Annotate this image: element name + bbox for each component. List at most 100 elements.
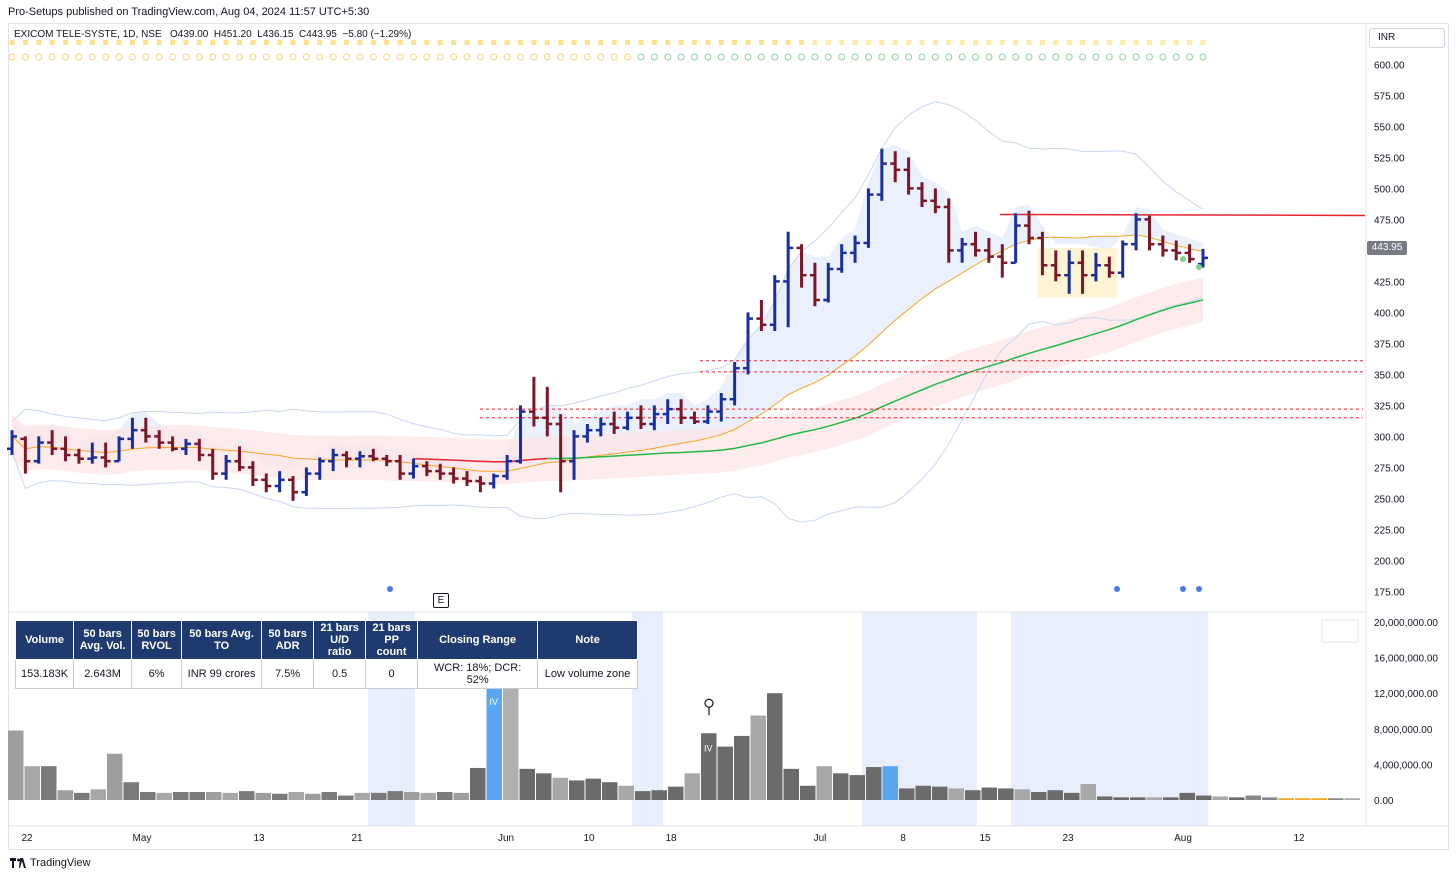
ma50-line-green	[547, 299, 1204, 460]
ohlc-bar	[395, 455, 406, 480]
signal-ring	[1052, 53, 1060, 61]
stats-header-2: 50 bars RVOL	[131, 620, 183, 660]
ohlc-bar	[20, 436, 31, 474]
stats-header-8: Note	[537, 620, 639, 660]
ohlc-bar	[408, 458, 419, 479]
signal-ring	[945, 53, 953, 61]
ohlc-bar	[743, 312, 754, 375]
volume-bar	[998, 788, 1014, 800]
volume-bar	[1311, 798, 1327, 800]
ohlc-bar	[622, 411, 633, 431]
volume-bar	[1295, 798, 1311, 800]
ohlc-bar	[528, 376, 539, 427]
signal-ring	[142, 53, 150, 61]
signal-ring	[209, 53, 217, 61]
low-value: L436.15	[257, 29, 294, 40]
signal-square	[129, 40, 135, 45]
signal-square	[317, 40, 323, 45]
signal-ring	[731, 53, 739, 61]
volume-bar	[1278, 798, 1294, 800]
volume-bar	[899, 788, 915, 800]
ohlc-bar	[60, 436, 71, 462]
signal-square	[745, 40, 751, 45]
tradingview-logo-icon	[10, 858, 26, 868]
volume-bars: IV IV	[8, 611, 1365, 800]
signal-square	[491, 40, 497, 45]
earnings-marker[interactable]: E	[433, 593, 449, 608]
signal-square	[1133, 40, 1139, 45]
last-price-label: 443.95	[1367, 241, 1407, 255]
volume-bar	[107, 753, 123, 800]
volume-bar	[750, 715, 766, 800]
signal-ring	[1119, 53, 1127, 61]
signal-ring	[985, 53, 993, 61]
signal-square	[36, 40, 42, 45]
volume-bar	[833, 773, 849, 800]
price-tick-label: 400.00	[1374, 308, 1405, 319]
signal-ring	[811, 53, 819, 61]
signal-square	[330, 40, 336, 45]
time-tick-label: 13	[253, 833, 265, 844]
volume-bar	[1014, 789, 1030, 800]
signal-ring	[757, 53, 765, 61]
signal-square	[732, 40, 738, 45]
stats-header-3: 50 bars Avg. TO	[181, 620, 263, 660]
ohlc-bar	[809, 262, 820, 307]
ohlc-bar	[702, 405, 713, 424]
volume-bar	[305, 793, 321, 800]
ohlc-bar	[314, 457, 325, 480]
time-tick-label: 18	[665, 833, 677, 844]
signal-square	[879, 40, 885, 45]
signal-ring	[222, 53, 230, 61]
volume-bar	[1229, 797, 1245, 800]
volume-bar	[1097, 796, 1113, 800]
time-tick-label: Jul	[814, 833, 827, 844]
signal-square	[437, 40, 443, 45]
signal-ring	[396, 53, 404, 61]
tradingview-brand[interactable]: TradingView	[10, 857, 91, 869]
volume-axis: 20,000,000.00 16,000,000.00 12,000,000.00 8…	[1321, 618, 1438, 807]
ohlc-bar	[823, 262, 834, 303]
volume-bar	[189, 791, 205, 800]
stats-header-1: 50 bars Avg. Vol.	[73, 620, 133, 660]
signal-square	[196, 40, 202, 45]
volume-bar	[255, 792, 271, 800]
signal-square	[477, 40, 483, 45]
ohlc-bar	[288, 476, 299, 501]
signal-square	[156, 40, 162, 45]
signal-ring	[115, 53, 123, 61]
signal-ring	[798, 53, 806, 61]
signal-square	[1026, 40, 1032, 45]
currency-selector[interactable]: INR	[1369, 28, 1445, 48]
volume-bar	[404, 791, 420, 800]
signal-ring	[169, 53, 177, 61]
signal-ring	[583, 53, 591, 61]
signal-square	[625, 40, 631, 45]
ohlc-bar	[542, 386, 553, 437]
ohlc-bar	[756, 300, 767, 331]
ohlc-bar	[381, 455, 392, 467]
ohlc-bar	[167, 436, 178, 452]
symbol-legend: EXICOM TELE-SYSTE, 1D, NSE O439.00 H451.…	[14, 29, 411, 40]
price-tick-label: 175.00	[1374, 587, 1405, 598]
lower-band-line	[11, 297, 1204, 523]
time-tick-label: Jun	[498, 833, 514, 844]
price-tick-label: 375.00	[1374, 339, 1405, 350]
ohlc-bar	[100, 442, 111, 468]
volume-bar	[932, 786, 948, 800]
signal-ring	[21, 53, 29, 61]
pane-toggle-button	[1321, 619, 1359, 643]
ohlc-bar	[87, 442, 98, 464]
ohlc-bar	[341, 451, 352, 468]
ohlc-bar	[970, 231, 981, 257]
signal-square	[973, 40, 979, 45]
ohlc-bar	[876, 148, 887, 201]
signal-square	[89, 40, 95, 45]
volume-bar	[437, 791, 453, 800]
signal-ring	[610, 53, 618, 61]
upper-band-line	[11, 101, 1204, 437]
signal-dot	[1180, 256, 1186, 262]
ohlc-bar	[368, 448, 379, 462]
ohlc-bar	[1050, 250, 1061, 282]
